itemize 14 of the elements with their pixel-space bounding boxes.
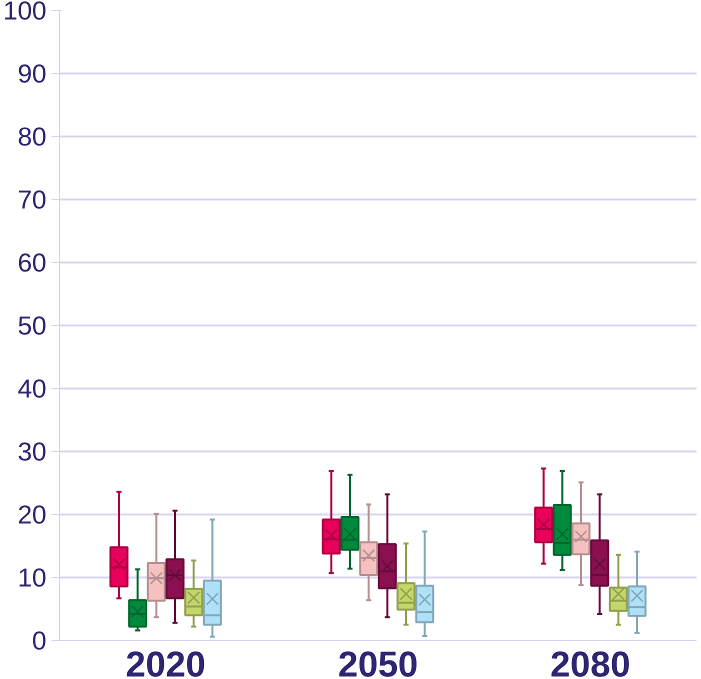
y-tick-label: 100: [3, 0, 47, 26]
y-tick-label: 70: [18, 184, 46, 214]
y-tick-label: 60: [18, 248, 46, 278]
y-tick-label: 80: [18, 122, 46, 152]
y-tick-label: 50: [18, 310, 46, 340]
y-tick-label: 0: [32, 626, 47, 656]
x-tick-label: 2080: [550, 644, 630, 679]
y-tick-label: 30: [18, 436, 46, 466]
x-tick-label: 2050: [338, 644, 418, 679]
x-tick-label: 2020: [126, 644, 206, 679]
y-tick-label: 10: [18, 562, 46, 592]
y-tick-label: 40: [18, 374, 46, 404]
y-tick-label: 90: [18, 58, 46, 88]
y-tick-label: 20: [18, 500, 46, 530]
